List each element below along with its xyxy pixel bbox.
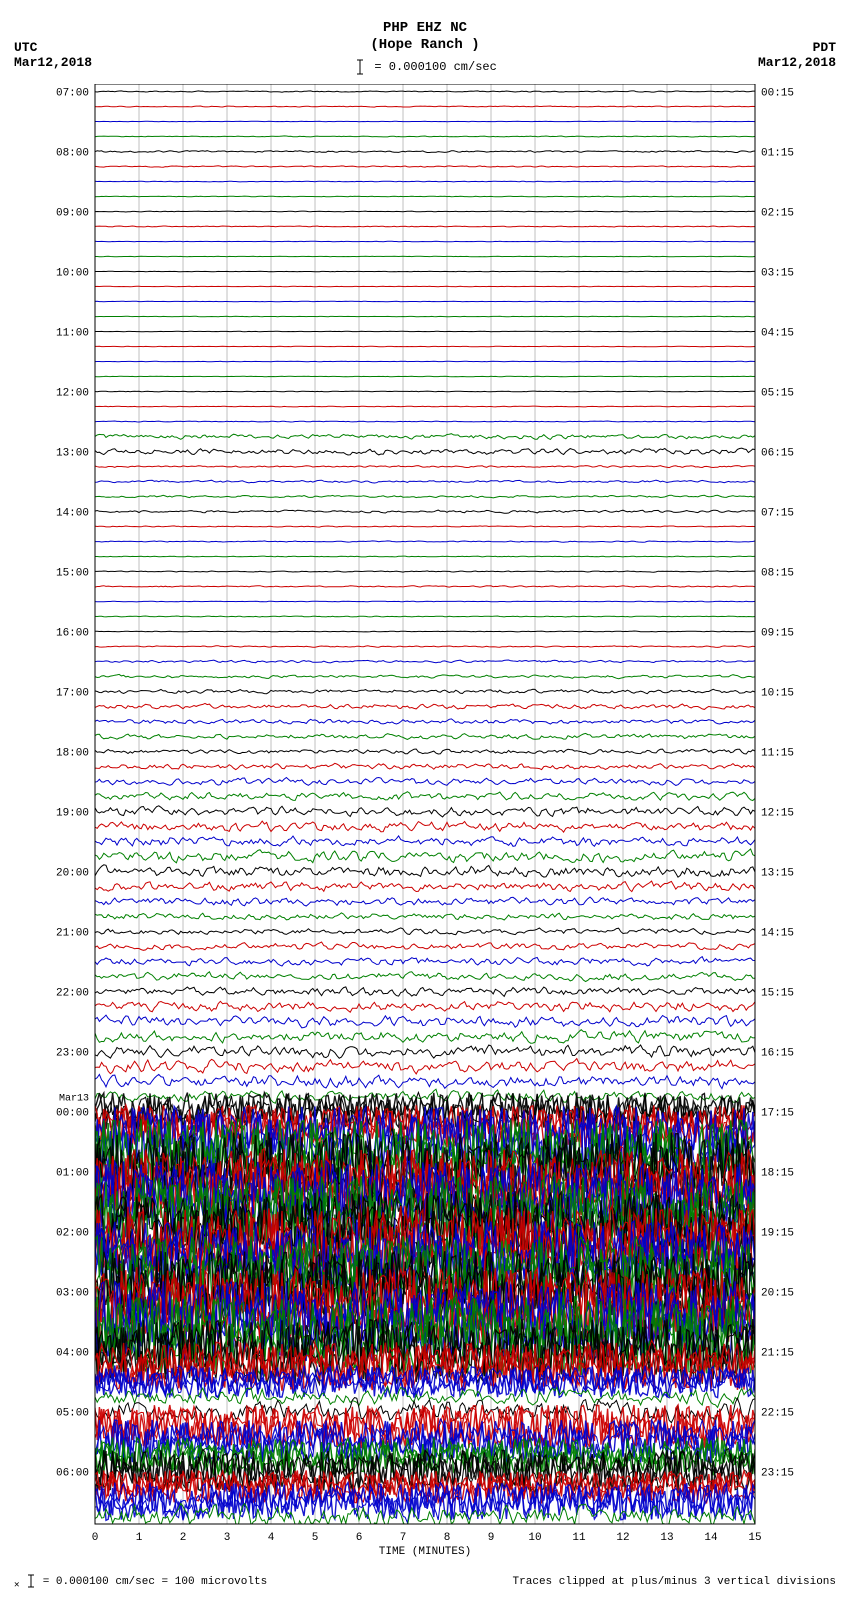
scale-text: = 0.000100 cm/sec: [374, 60, 496, 74]
svg-text:17:15: 17:15: [761, 1107, 794, 1119]
svg-text:16:00: 16:00: [56, 627, 89, 639]
tz-right-label: PDT: [758, 40, 836, 55]
svg-text:04:00: 04:00: [56, 1347, 89, 1359]
title-line1: PHP EHZ NC: [0, 20, 850, 37]
svg-text:9: 9: [488, 1532, 495, 1544]
svg-text:6: 6: [356, 1532, 363, 1544]
svg-text:00:00: 00:00: [56, 1107, 89, 1119]
svg-text:15: 15: [748, 1532, 761, 1544]
svg-text:21:15: 21:15: [761, 1347, 794, 1359]
svg-text:TIME (MINUTES): TIME (MINUTES): [379, 1546, 471, 1558]
svg-text:02:15: 02:15: [761, 207, 794, 219]
svg-text:16:15: 16:15: [761, 1047, 794, 1059]
svg-text:01:15: 01:15: [761, 147, 794, 159]
svg-text:17:00: 17:00: [56, 687, 89, 699]
svg-text:08:15: 08:15: [761, 567, 794, 579]
svg-text:12:15: 12:15: [761, 807, 794, 819]
svg-text:09:15: 09:15: [761, 627, 794, 639]
footer-right: Traces clipped at plus/minus 3 vertical …: [513, 1576, 836, 1588]
svg-text:18:15: 18:15: [761, 1167, 794, 1179]
svg-text:22:15: 22:15: [761, 1407, 794, 1419]
svg-text:3: 3: [224, 1532, 231, 1544]
svg-text:23:00: 23:00: [56, 1047, 89, 1059]
tz-left-date: Mar12,2018: [14, 55, 92, 70]
svg-text:13: 13: [660, 1532, 673, 1544]
tz-right-date: Mar12,2018: [758, 55, 836, 70]
svg-text:0: 0: [92, 1532, 99, 1544]
svg-text:10:00: 10:00: [56, 267, 89, 279]
svg-text:01:00: 01:00: [56, 1167, 89, 1179]
svg-text:15:00: 15:00: [56, 567, 89, 579]
svg-text:15:15: 15:15: [761, 987, 794, 999]
svg-text:20:15: 20:15: [761, 1287, 794, 1299]
svg-text:09:00: 09:00: [56, 207, 89, 219]
svg-text:12: 12: [616, 1532, 629, 1544]
svg-text:5: 5: [312, 1532, 319, 1544]
svg-text:08:00: 08:00: [56, 147, 89, 159]
svg-text:14:00: 14:00: [56, 507, 89, 519]
svg-text:02:00: 02:00: [56, 1227, 89, 1239]
seismogram-plot: 0123456789101112131415TIME (MINUTES)07:0…: [35, 84, 815, 1564]
svg-text:22:00: 22:00: [56, 987, 89, 999]
svg-text:2: 2: [180, 1532, 187, 1544]
svg-text:06:15: 06:15: [761, 447, 794, 459]
svg-text:8: 8: [444, 1532, 451, 1544]
svg-text:23:15: 23:15: [761, 1467, 794, 1479]
svg-text:7: 7: [400, 1532, 407, 1544]
svg-text:13:15: 13:15: [761, 867, 794, 879]
svg-text:10:15: 10:15: [761, 687, 794, 699]
footer-left: ✕ = 0.000100 cm/sec = 100 microvolts: [14, 1574, 267, 1590]
svg-text:19:15: 19:15: [761, 1227, 794, 1239]
svg-text:00:15: 00:15: [761, 87, 794, 99]
svg-text:04:15: 04:15: [761, 327, 794, 339]
svg-text:11: 11: [572, 1532, 586, 1544]
svg-text:12:00: 12:00: [56, 387, 89, 399]
svg-text:03:00: 03:00: [56, 1287, 89, 1299]
svg-text:13:00: 13:00: [56, 447, 89, 459]
svg-text:07:15: 07:15: [761, 507, 794, 519]
svg-text:19:00: 19:00: [56, 807, 89, 819]
svg-text:20:00: 20:00: [56, 867, 89, 879]
svg-text:05:15: 05:15: [761, 387, 794, 399]
svg-text:11:00: 11:00: [56, 327, 89, 339]
svg-text:21:00: 21:00: [56, 927, 89, 939]
svg-text:03:15: 03:15: [761, 267, 794, 279]
svg-text:14: 14: [704, 1532, 718, 1544]
svg-text:05:00: 05:00: [56, 1407, 89, 1419]
tz-left-label: UTC: [14, 40, 92, 55]
svg-text:10: 10: [528, 1532, 541, 1544]
svg-text:18:00: 18:00: [56, 747, 89, 759]
svg-text:Mar13: Mar13: [59, 1093, 89, 1104]
svg-text:06:00: 06:00: [56, 1467, 89, 1479]
svg-text:4: 4: [268, 1532, 275, 1544]
scale-reference: = 0.000100 cm/sec: [0, 54, 850, 84]
svg-text:1: 1: [136, 1532, 143, 1544]
svg-text:14:15: 14:15: [761, 927, 794, 939]
title-line2: (Hope Ranch ): [0, 37, 850, 54]
svg-text:11:15: 11:15: [761, 747, 794, 759]
svg-text:07:00: 07:00: [56, 87, 89, 99]
